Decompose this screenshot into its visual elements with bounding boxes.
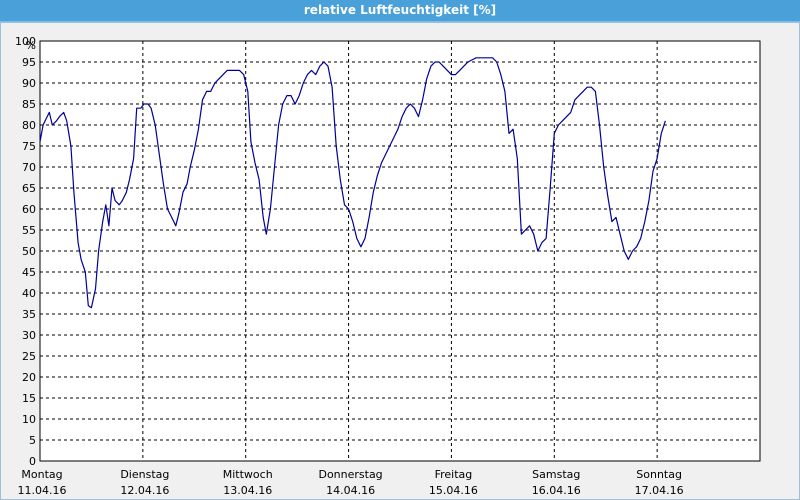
- y-tick-label: 40: [22, 287, 36, 300]
- y-tick-label: 15: [22, 392, 36, 405]
- x-tick-date: 15.04.16: [429, 484, 478, 497]
- y-tick-label: 75: [22, 140, 36, 153]
- y-axis-ticks: 0 5 10 15 20 25 30 35 40 45 50 55 60 65 70 75 80 85 90 95 10…: [15, 35, 36, 468]
- y-tick-label: 30: [22, 329, 36, 342]
- x-tick-day: Dienstag: [120, 468, 169, 481]
- x-tick-day: Sonntag: [636, 468, 682, 481]
- series-layer: [39, 57, 666, 309]
- x-tick-date: 16.04.16: [532, 484, 581, 497]
- x-tick-date: 17.04.16: [635, 484, 684, 497]
- x-tick-day: Samstag: [532, 468, 580, 481]
- y-tick-label: 85: [22, 98, 36, 111]
- y-tick-label: 95: [22, 56, 36, 69]
- y-axis-label: %: [26, 39, 36, 52]
- series-line: [39, 57, 666, 309]
- x-tick-date: 11.04.16: [18, 484, 67, 497]
- y-tick-label: 80: [22, 119, 36, 132]
- x-tick-day: Montag: [21, 468, 62, 481]
- grid-layer: [40, 41, 760, 461]
- y-tick-label: 45: [22, 266, 36, 279]
- x-axis-ticks: Montag 11.04.16 Dienstag 12.04.16 Mittwoch 13…: [18, 468, 684, 497]
- x-tick-day: Donnerstag: [318, 468, 382, 481]
- y-tick-label: 20: [22, 371, 36, 384]
- y-tick-label: 65: [22, 182, 36, 195]
- y-tick-label: 90: [22, 77, 36, 90]
- chart-title: relative Luftfeuchtigkeit [%]: [0, 0, 800, 22]
- y-tick-label: 10: [22, 413, 36, 426]
- y-tick-label: 100: [15, 35, 36, 48]
- y-tick-label: 50: [22, 245, 36, 258]
- x-tick-date: 14.04.16: [326, 484, 375, 497]
- x-tick-day: Mittwoch: [223, 468, 273, 481]
- y-tick-label: 35: [22, 308, 36, 321]
- x-tick-day: Freitag: [435, 468, 473, 481]
- y-tick-label: 60: [22, 203, 36, 216]
- y-tick-label: 55: [22, 224, 36, 237]
- x-tick-date: 12.04.16: [120, 484, 169, 497]
- y-tick-label: 0: [29, 455, 36, 468]
- x-tick-date: 13.04.16: [223, 484, 272, 497]
- y-tick-label: 70: [22, 161, 36, 174]
- y-tick-label: 25: [22, 350, 36, 363]
- y-tick-label: 5: [29, 434, 36, 447]
